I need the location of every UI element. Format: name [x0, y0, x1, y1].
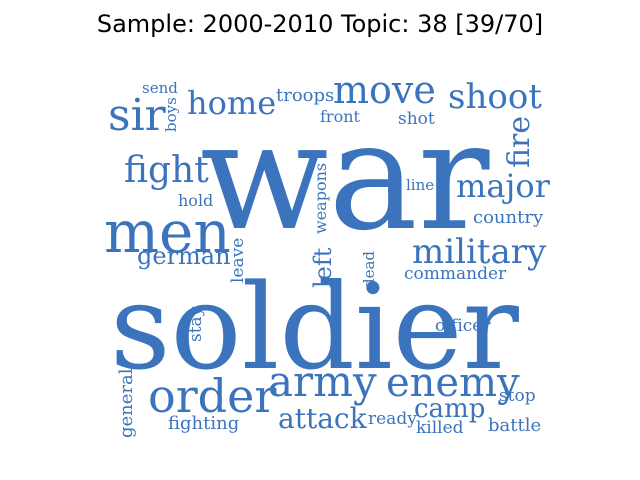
- word-battle: battle: [488, 415, 541, 436]
- word-stop: stop: [499, 386, 536, 406]
- word-attack: attack: [278, 402, 368, 435]
- word-ready: ready: [368, 409, 417, 429]
- word-left: left: [309, 247, 337, 288]
- word-send: send: [142, 79, 178, 97]
- word-leave: leave: [228, 238, 248, 283]
- word-army: army: [268, 357, 377, 406]
- word-boys: boys: [162, 97, 180, 132]
- word-camp: camp: [414, 394, 485, 424]
- word-country: country: [473, 207, 544, 228]
- word-shoot: shoot: [448, 77, 542, 117]
- word-major: major: [456, 167, 551, 205]
- word-hold: hold: [178, 191, 213, 210]
- word-move: move: [333, 68, 436, 112]
- word-commander: commander: [404, 264, 507, 284]
- word-front: front: [320, 107, 361, 126]
- word-troops: troops: [276, 85, 334, 106]
- word-line: line: [406, 176, 434, 194]
- word-fight: fight: [124, 150, 209, 191]
- word-german: german: [137, 242, 231, 270]
- word-stay: stay: [186, 306, 206, 342]
- word-soldier: soldier: [110, 258, 519, 396]
- word-fire: fire: [502, 116, 537, 168]
- chart-title: Sample: 2000-2010 Topic: 38 [39/70]: [96, 10, 544, 38]
- word-killed: killed: [416, 418, 464, 438]
- word-sir: sir: [108, 90, 167, 141]
- word-dead: dead: [360, 251, 378, 288]
- word-weapons: weapons: [311, 163, 330, 234]
- word-military: military: [412, 232, 547, 272]
- word-general: general: [116, 368, 137, 438]
- word-men: men: [104, 198, 231, 266]
- word-fighting: fighting: [168, 413, 239, 434]
- word-officer: officer: [435, 316, 491, 336]
- word-order: order: [148, 369, 276, 423]
- word-enemy: enemy: [386, 360, 520, 406]
- word-war: war: [200, 90, 490, 264]
- word-shot: shot: [398, 109, 435, 129]
- word-home: home: [187, 84, 276, 122]
